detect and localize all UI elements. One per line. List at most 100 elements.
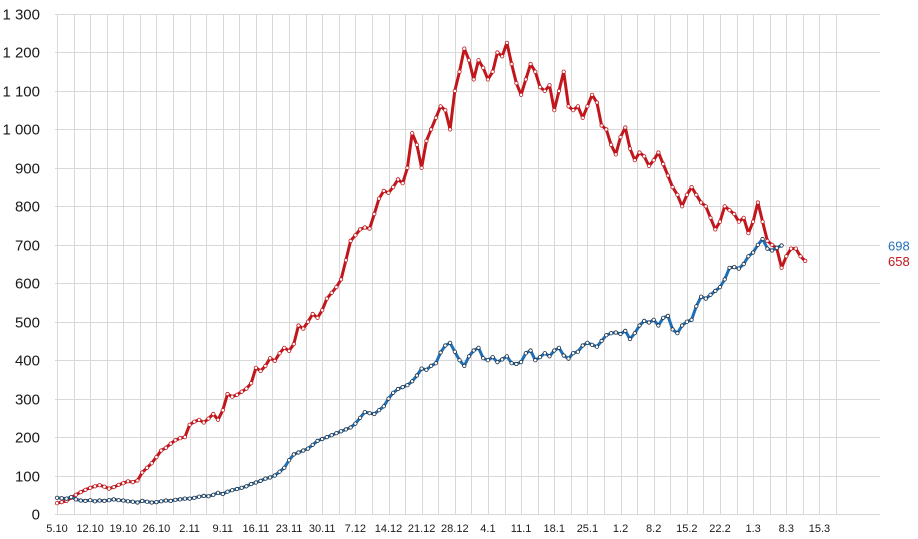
- data-point: [741, 261, 746, 267]
- x-tick-label: 8.3: [779, 523, 794, 535]
- data-point: [372, 211, 377, 217]
- data-point: [324, 434, 329, 440]
- data-point: [249, 381, 254, 386]
- data-point: [552, 348, 557, 353]
- data-point: [173, 438, 178, 443]
- data-point: [727, 208, 732, 213]
- data-point: [537, 354, 543, 360]
- data-point: [405, 165, 410, 170]
- data-point: [386, 190, 391, 195]
- data-point: [348, 425, 353, 430]
- data-point: [684, 319, 690, 324]
- data-point: [178, 436, 183, 441]
- y-tick-label: 300: [15, 392, 40, 409]
- data-point: [69, 494, 74, 500]
- series-0: [54, 40, 808, 506]
- data-point: [391, 390, 396, 395]
- data-point: [675, 192, 680, 197]
- data-point: [779, 243, 784, 248]
- data-point: [277, 351, 282, 356]
- data-point: [220, 491, 225, 497]
- data-point: [608, 142, 614, 147]
- series-group: [54, 40, 808, 506]
- series-line-0: [55, 41, 807, 505]
- data-point: [518, 359, 524, 365]
- data-point: [765, 246, 770, 251]
- data-point: [452, 349, 457, 354]
- data-point: [73, 492, 79, 497]
- data-point: [561, 69, 566, 74]
- data-point: [182, 434, 187, 440]
- data-point: [665, 313, 671, 318]
- data-point: [661, 161, 666, 167]
- data-point: [116, 498, 121, 503]
- data-point: [282, 465, 287, 470]
- data-point: [755, 200, 761, 205]
- data-point: [717, 219, 723, 224]
- data-point: [301, 448, 306, 453]
- data-point: [357, 227, 363, 232]
- data-point: [533, 358, 538, 363]
- y-tick-label: 400: [15, 353, 40, 370]
- data-point: [419, 366, 424, 371]
- data-point: [566, 356, 571, 361]
- data-point: [135, 500, 140, 505]
- x-tick-label: 21.12: [408, 523, 436, 535]
- data-point: [793, 246, 798, 251]
- data-point: [116, 482, 121, 487]
- x-tick-label: 28.12: [441, 523, 469, 535]
- data-point: [689, 317, 694, 322]
- data-point: [121, 498, 126, 503]
- data-point: [750, 219, 756, 224]
- data-point: [258, 478, 263, 483]
- x-tick-label: 23.11: [276, 523, 303, 535]
- series-end-label-1: 698: [888, 239, 910, 254]
- data-point: [320, 308, 325, 313]
- data-point: [481, 356, 486, 361]
- data-point: [727, 265, 732, 270]
- data-point: [310, 311, 315, 317]
- data-point: [642, 154, 647, 159]
- data-point: [528, 61, 533, 67]
- data-point: [376, 196, 382, 201]
- data-point: [594, 344, 600, 349]
- data-point: [599, 338, 604, 343]
- data-point: [523, 77, 528, 82]
- data-point: [168, 498, 173, 503]
- data-point: [282, 345, 287, 350]
- data-point: [433, 115, 438, 120]
- data-point: [769, 242, 775, 247]
- data-point: [310, 442, 315, 447]
- data-point: [760, 219, 765, 224]
- data-point: [746, 254, 751, 259]
- data-point: [694, 304, 699, 309]
- data-point: [367, 411, 372, 416]
- data-point: [779, 265, 784, 270]
- data-point: [230, 394, 235, 399]
- data-point: [561, 353, 566, 358]
- data-point: [646, 320, 652, 325]
- x-tick-label: 11.1: [511, 523, 532, 535]
- data-point: [585, 104, 590, 109]
- data-point: [452, 88, 457, 94]
- data-point: [88, 498, 93, 503]
- data-point: [372, 411, 377, 417]
- data-point: [239, 389, 244, 394]
- data-point: [746, 231, 751, 236]
- data-point: [798, 254, 803, 259]
- data-point: [258, 368, 263, 373]
- y-tick-label: 800: [15, 199, 40, 216]
- data-point: [632, 158, 637, 163]
- data-point: [547, 354, 552, 359]
- data-point: [263, 476, 268, 481]
- data-point: [296, 450, 301, 455]
- data-point: [206, 494, 211, 499]
- data-point: [225, 489, 230, 494]
- data-point: [443, 108, 448, 113]
- data-point: [774, 245, 779, 250]
- data-point: [679, 323, 685, 328]
- data-point: [613, 330, 618, 335]
- data-point: [220, 408, 225, 413]
- data-point: [608, 331, 614, 336]
- data-point: [613, 152, 618, 157]
